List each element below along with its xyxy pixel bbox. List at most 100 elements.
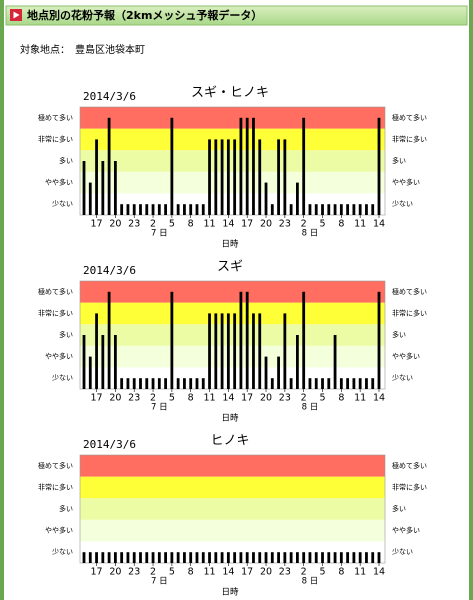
bar [264, 182, 268, 215]
level-band [80, 541, 385, 563]
y2-tick-label: 非常に多い [392, 134, 427, 143]
x-tick-label: 20 [109, 219, 121, 230]
chart-subtitle: 2014/3/6 [83, 90, 136, 103]
bar [113, 335, 117, 389]
x-tick-label: 17 [241, 393, 253, 404]
bar [189, 378, 193, 389]
bar [358, 204, 362, 215]
chart-subtitle: 2014/3/6 [83, 264, 136, 277]
y-tick-label: やや多い [45, 352, 73, 361]
bar [346, 204, 350, 215]
bar [371, 552, 375, 563]
bar [82, 161, 86, 215]
bar [214, 139, 218, 215]
bar [333, 204, 337, 215]
x-tick-label: 2 [150, 219, 156, 230]
bar [258, 552, 262, 563]
bar [365, 204, 368, 215]
x-tick-label: 17 [91, 219, 103, 230]
bar [120, 204, 124, 215]
bar [170, 117, 174, 215]
bar [339, 378, 343, 389]
y2-tick-label: 極めて多い [392, 287, 427, 296]
x-tick-label: 5 [319, 219, 325, 230]
bar [327, 204, 331, 215]
header-bar [5, 5, 468, 26]
y2-tick-label: 少ない [392, 374, 413, 382]
bar [358, 378, 362, 389]
bar [289, 378, 293, 389]
bar [296, 335, 299, 389]
chart-title: スギ・ヒノキ [191, 86, 269, 101]
left-edge [0, 0, 4, 600]
bar [170, 291, 174, 389]
y2-tick-label: 極めて多い [392, 461, 427, 470]
bar [214, 552, 218, 563]
header-title: 地点別の花粉予報（2kmメッシュ予報データ） [27, 8, 262, 22]
header-icon-arrow [13, 11, 20, 19]
bar [233, 139, 237, 215]
bar [157, 552, 161, 563]
bar [151, 378, 155, 389]
y2-tick-label: やや多い [392, 178, 420, 187]
day-label: 7 日 [151, 577, 168, 587]
bar [289, 552, 293, 563]
x-tick-label: 2 [301, 219, 307, 230]
bar [195, 204, 199, 215]
bar [283, 313, 287, 389]
bar [283, 552, 287, 563]
x-axis-label: 日時 [221, 240, 239, 250]
y-tick-label: 極めて多い [38, 461, 73, 470]
bar [201, 378, 205, 389]
bar [239, 291, 243, 389]
x-tick-label: 2 [301, 567, 307, 578]
bar [296, 552, 299, 563]
bar [95, 313, 98, 389]
level-band [80, 302, 385, 325]
bar [314, 378, 318, 389]
y-tick-label: やや多い [45, 178, 73, 187]
x-tick-label: 5 [319, 393, 325, 404]
bar [352, 204, 356, 215]
bar [333, 552, 337, 563]
bar [258, 139, 262, 215]
x-tick-label: 5 [169, 567, 175, 578]
bar [239, 117, 243, 215]
bar [277, 552, 280, 563]
bar [164, 552, 167, 563]
x-tick-label: 20 [109, 567, 121, 578]
bar [302, 552, 306, 563]
bar [82, 335, 86, 389]
plot-frame [79, 280, 386, 390]
x-tick-label: 5 [169, 219, 175, 230]
x-tick-label: 8 [338, 219, 344, 230]
bar [346, 552, 350, 563]
y-tick-label: 非常に多い [38, 482, 73, 491]
chart-title: ヒノキ [210, 434, 249, 449]
x-tick-label: 14 [373, 567, 385, 578]
bar [214, 313, 218, 389]
y-tick-label: 少ない [52, 200, 73, 208]
bar [183, 204, 186, 215]
level-band [80, 519, 385, 542]
bar [346, 378, 350, 389]
level-band [80, 193, 385, 215]
bar [302, 117, 306, 215]
level-band [80, 324, 385, 346]
bar [176, 204, 180, 215]
x-tick-label: 14 [373, 219, 385, 230]
bar [365, 552, 368, 563]
day-label: 8 日 [302, 229, 319, 239]
x-axis-label: 日時 [221, 588, 239, 598]
bar [164, 204, 167, 215]
x-tick-label: 14 [222, 567, 234, 578]
bar [195, 378, 199, 389]
bar [201, 552, 205, 563]
bar [132, 378, 136, 389]
bar [88, 356, 92, 389]
bar [157, 204, 161, 215]
x-axis-label: 日時 [221, 414, 239, 424]
x-tick-label: 23 [279, 219, 291, 230]
